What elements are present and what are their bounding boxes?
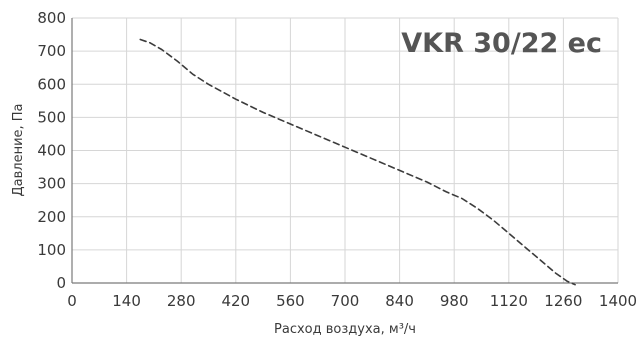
chart-title: VKR 30/22 ec xyxy=(401,28,602,59)
y-tick-label: 300 xyxy=(37,175,66,193)
y-axis-title: Давление, Па xyxy=(11,103,26,196)
series-line-0 xyxy=(139,38,576,286)
x-tick-label: 1400 xyxy=(599,292,637,310)
y-tick-label: 600 xyxy=(37,75,66,93)
series xyxy=(139,38,576,286)
y-tick-label: 400 xyxy=(37,142,66,160)
y-tick-label: 700 xyxy=(37,42,66,60)
x-tick-label: 420 xyxy=(221,292,250,310)
x-tick-label: 980 xyxy=(440,292,469,310)
axes xyxy=(71,18,618,284)
x-tick-label: 0 xyxy=(67,292,77,310)
y-tick-label: 500 xyxy=(37,108,66,126)
x-tick-label: 280 xyxy=(167,292,196,310)
x-tick-label: 1260 xyxy=(544,292,582,310)
x-tick-label: 840 xyxy=(385,292,414,310)
grid xyxy=(72,17,619,283)
x-tick-label: 140 xyxy=(112,292,141,310)
x-tick-label: 700 xyxy=(331,292,360,310)
y-tick-label: 800 xyxy=(37,9,66,27)
x-tick-label: 1120 xyxy=(490,292,528,310)
x-axis-title: Расход воздуха, м³/ч xyxy=(274,322,416,337)
x-tick-label: 560 xyxy=(276,292,305,310)
y-tick-label: 200 xyxy=(37,208,66,226)
y-tick-label: 0 xyxy=(56,274,66,292)
y-tick-label: 100 xyxy=(37,241,66,259)
tick-labels: 0 140 280 420 560 700 840 980 1120 1260 1400 0 100 20… xyxy=(37,9,637,310)
